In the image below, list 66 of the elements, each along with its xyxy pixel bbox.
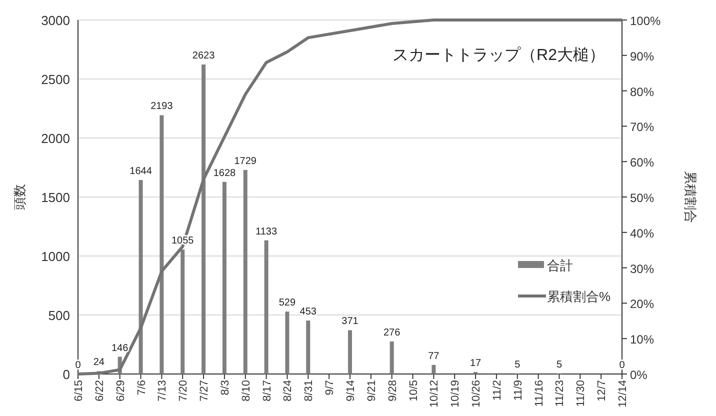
x-tick-label: 11/2	[491, 380, 504, 401]
y2-tick-label: 10%	[630, 332, 654, 347]
x-tick-label: 8/24	[282, 380, 294, 402]
y2-tick-label: 80%	[630, 84, 654, 99]
data-label: 371	[342, 316, 359, 328]
y-axis-title: 頭数	[12, 184, 27, 210]
x-tick-label: 10/12	[428, 380, 441, 408]
data-label: 1644	[130, 166, 152, 178]
data-label: 453	[300, 306, 317, 318]
x-tick-label: 9/14	[345, 380, 357, 402]
y2-tick-label: 20%	[630, 297, 654, 312]
y-tick-label: 0	[62, 367, 70, 382]
y-tick-label: 2500	[41, 72, 70, 87]
x-tick-label: 6/29	[114, 380, 127, 402]
y2-tick-label: 40%	[630, 226, 654, 240]
x-tick-label: 9/28	[386, 380, 399, 402]
data-label: 17	[470, 358, 482, 369]
x-tick-label: 9/21	[366, 380, 378, 402]
y2-tick-label: 90%	[630, 49, 654, 64]
y2-tick-label: 70%	[630, 120, 654, 134]
x-tick-label: 8/31	[303, 380, 316, 402]
x-tick-label: 10/19	[450, 380, 462, 408]
data-label: 529	[278, 298, 296, 309]
x-tick-label: 8/10	[240, 380, 252, 402]
x-tick-label: 10/5	[408, 380, 420, 402]
x-tick-label: 12/14	[617, 380, 629, 408]
x-tick-label: 8/17	[261, 380, 274, 402]
y2-tick-label: 50%	[630, 191, 654, 205]
legend-label: 合計	[547, 258, 573, 273]
y-tick-label: 500	[48, 308, 70, 323]
y2-tick-label: 0%	[630, 368, 648, 382]
x-tick-label: 11/30	[575, 380, 588, 407]
data-label: 1133	[256, 226, 278, 238]
x-tick-label: 11/9	[512, 380, 524, 401]
data-label: 77	[428, 350, 440, 362]
text: スカートトラップ（R2大槌）	[392, 46, 605, 64]
x-tick-label: 12/7	[596, 380, 608, 402]
x-tick-label: 7/27	[198, 380, 211, 402]
y2-axis-title: 累積割合	[683, 171, 698, 223]
x-tick-label: 7/13	[156, 380, 169, 402]
data-label: 24	[93, 357, 105, 368]
data-label: 5	[556, 359, 562, 370]
y2-tick-label: 100%	[630, 14, 662, 28]
y2-tick-label: 60%	[630, 156, 654, 170]
x-tick-label: 6/15	[73, 380, 85, 402]
y-tick-label: 1500	[41, 190, 70, 205]
data-label: 2623	[192, 50, 216, 62]
data-label: 1628	[213, 168, 236, 179]
x-tick-label: 6/22	[94, 380, 106, 402]
x-tick-label: 7/20	[178, 380, 190, 402]
data-label: 276	[384, 327, 401, 338]
x-tick-label: 7/6	[136, 380, 148, 396]
data-label: 5	[514, 359, 521, 370]
y-tick-label: 1000	[41, 249, 70, 264]
x-tick-label: 8/3	[219, 380, 232, 396]
x-tick-label: 10/26	[470, 380, 483, 408]
legend-label: 累積割合%	[547, 289, 611, 304]
x-tick-label: 11/16	[533, 380, 546, 407]
data-label: 1729	[234, 156, 257, 167]
x-tick-label: 11/23	[554, 380, 566, 407]
x-tick-label: 9/7	[324, 380, 336, 396]
data-label: 146	[112, 342, 129, 354]
y2-tick-label: 30%	[630, 262, 654, 276]
y-tick-label: 3000	[41, 13, 70, 28]
data-label: 2193	[150, 101, 174, 112]
y-tick-label: 2000	[41, 131, 70, 146]
